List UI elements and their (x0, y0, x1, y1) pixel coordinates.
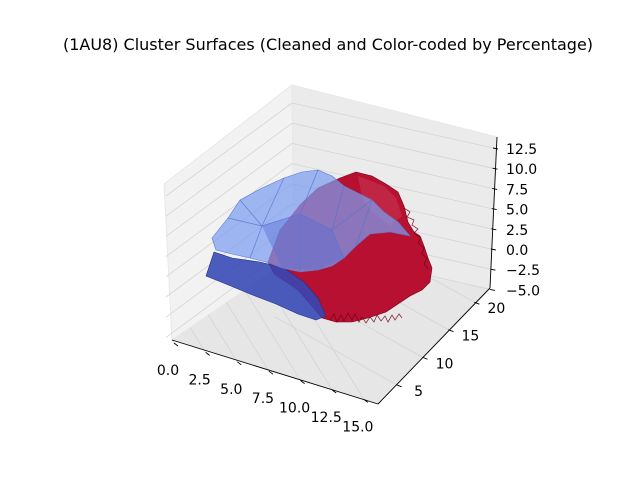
blue-surface-shadow (262, 214, 344, 270)
red-surface-highlight (358, 176, 402, 226)
z-tick-label: −2.5 (506, 263, 540, 279)
z-tick-labels: 12.5 10.0 7.5 5.0 2.5 0.0 −2.5 −5.0 (506, 142, 540, 299)
tick-marks (173, 147, 499, 403)
red-surface-jagged-edge (329, 207, 429, 324)
z-tick-label: 12.5 (506, 142, 537, 158)
x-tick-label: 10.0 (279, 401, 310, 417)
y-tick-label: 15 (462, 329, 480, 345)
y-tick-label: 10 (436, 356, 454, 372)
blue-cluster-surface (205, 169, 411, 321)
y-tick-labels: 5 10 15 20 (414, 301, 505, 400)
x-tick-label: 12.5 (311, 410, 342, 426)
z-tick-label: 7.5 (506, 182, 528, 198)
blue-surface-facets (227, 169, 373, 272)
x-tick-label: 7.5 (252, 391, 274, 407)
x-tick-labels: 0.0 2.5 5.0 7.5 10.012.515.0 (157, 363, 374, 435)
chart-title: (1AU8) Cluster Surfaces (Cleaned and Col… (63, 35, 593, 54)
x-tick-label: 2.5 (189, 372, 211, 388)
blue-surface-upper (211, 169, 411, 273)
z-tick-label: 2.5 (506, 223, 528, 239)
y-tick-label: 5 (414, 384, 423, 400)
y-tick-label: 20 (487, 301, 505, 317)
z-tick-label: 10.0 (506, 162, 537, 178)
z-tick-label: 0.0 (506, 243, 528, 259)
x-tick-label: 5.0 (220, 382, 242, 398)
z-tick-label: −5.0 (506, 283, 540, 299)
x-tick-label: 0.0 (157, 363, 179, 379)
x-tick-label: 15.0 (342, 419, 373, 435)
blue-surface-lower (205, 251, 327, 321)
z-tick-label: 5.0 (506, 203, 528, 219)
